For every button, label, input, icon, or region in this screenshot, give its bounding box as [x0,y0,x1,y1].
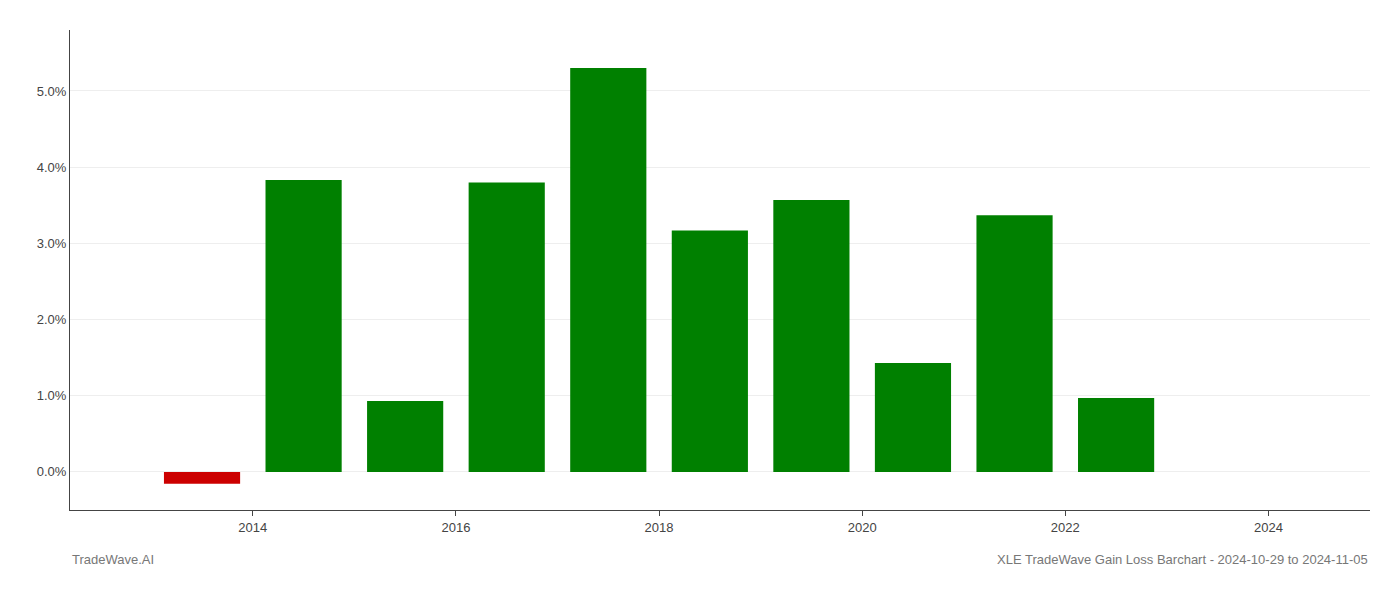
svg-text:1.0%: 1.0% [37,388,67,403]
svg-text:0.0%: 0.0% [37,464,67,479]
svg-text:2022: 2022 [1051,520,1080,535]
svg-text:2018: 2018 [645,520,674,535]
svg-text:2.0%: 2.0% [37,312,67,327]
svg-text:2020: 2020 [848,520,877,535]
svg-text:TradeWave.AI: TradeWave.AI [72,552,154,567]
svg-text:3.0%: 3.0% [37,236,67,251]
svg-text:5.0%: 5.0% [37,84,67,99]
svg-text:XLE TradeWave Gain Loss Barcha: XLE TradeWave Gain Loss Barchart - 2024-… [997,552,1368,567]
svg-text:2016: 2016 [441,520,470,535]
svg-text:4.0%: 4.0% [37,160,67,175]
svg-text:2014: 2014 [238,520,267,535]
svg-text:2024: 2024 [1254,520,1283,535]
